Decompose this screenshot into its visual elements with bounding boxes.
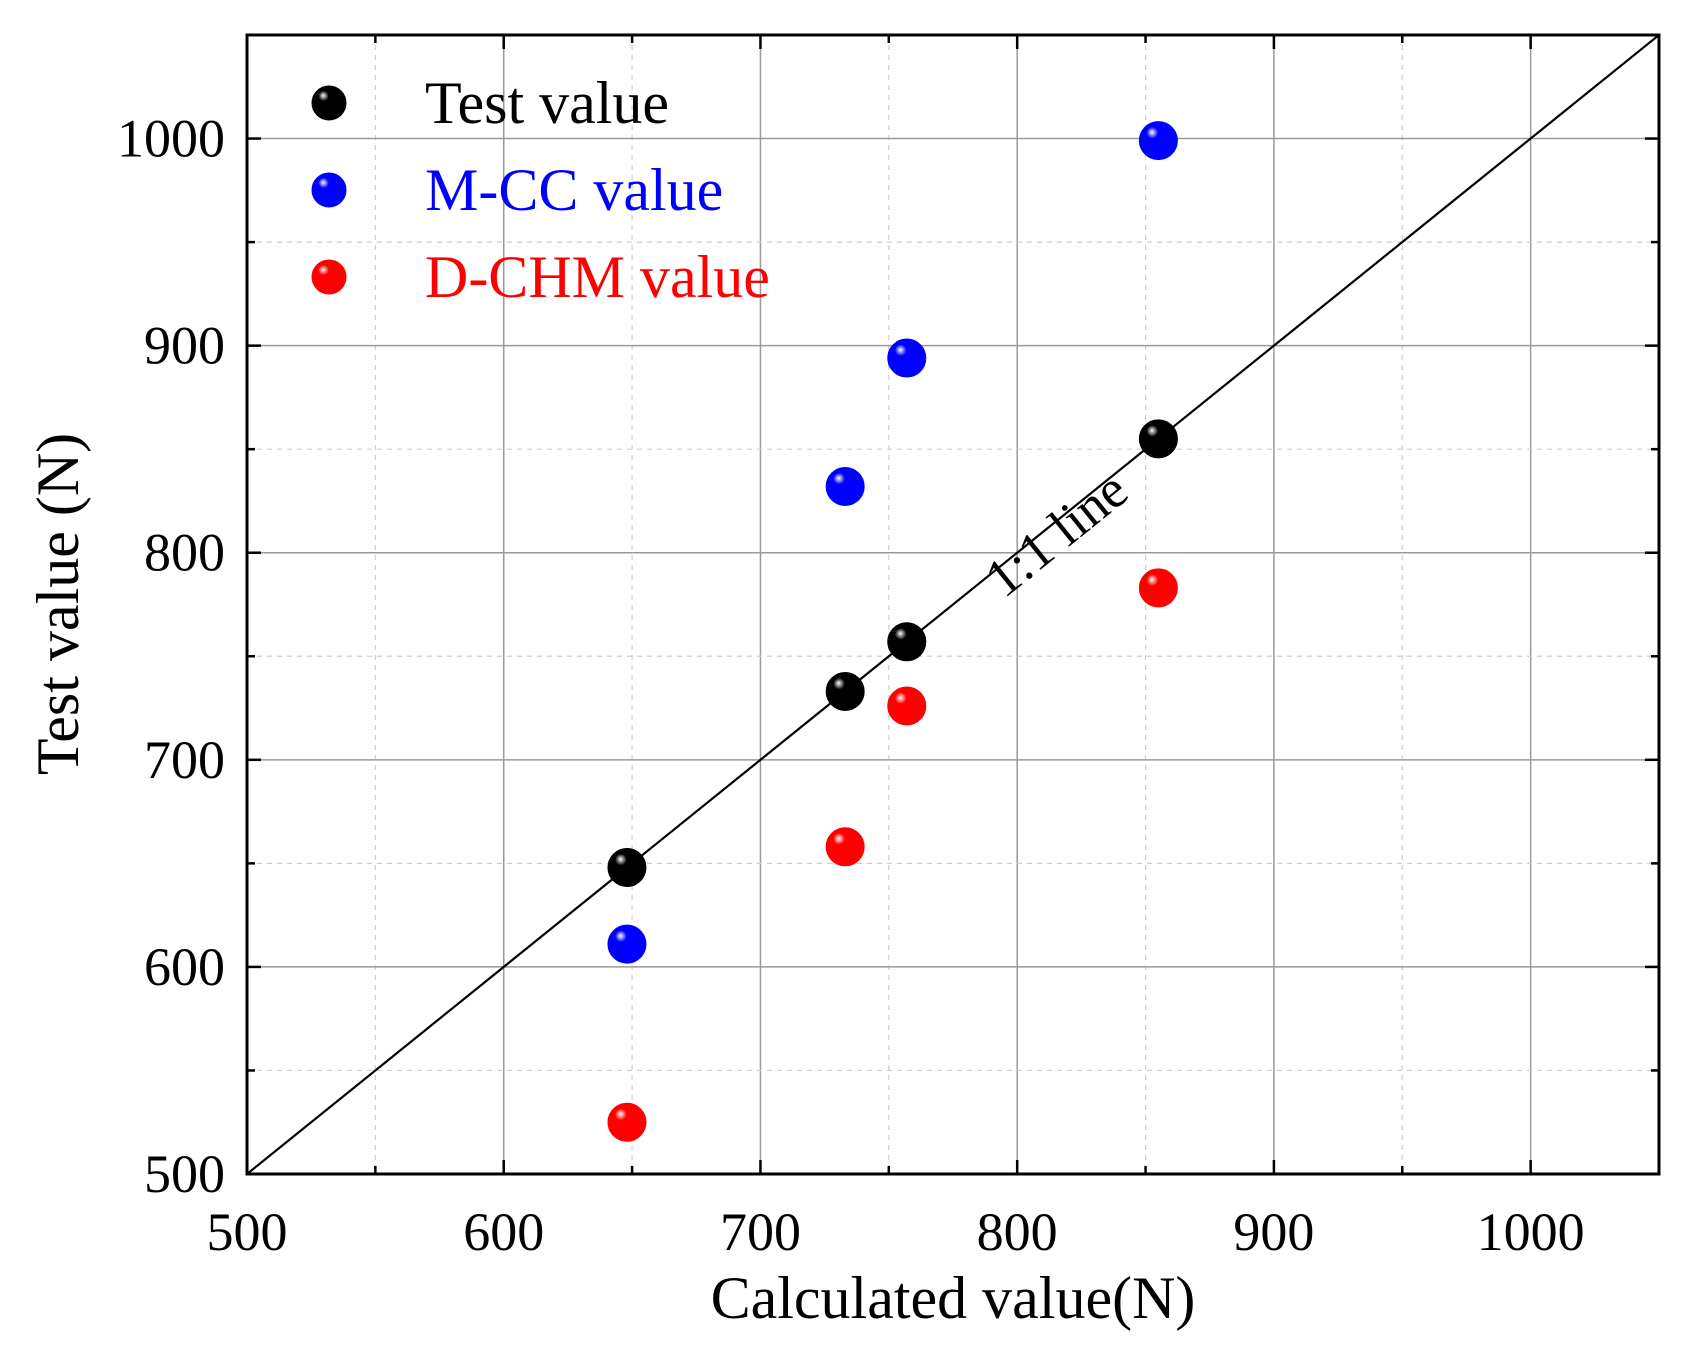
d-chm-value-point — [887, 686, 927, 726]
d-chm-value-point — [1138, 568, 1178, 608]
y-tick-label: 500 — [144, 1144, 225, 1204]
m-cc-value-point — [607, 924, 647, 964]
one-to-one-line — [247, 35, 1659, 1174]
legend: Test value M-CC value D-CHM value — [311, 70, 770, 310]
x-tick-label: 500 — [207, 1202, 288, 1262]
x-tick-label: 600 — [463, 1202, 544, 1262]
test-value-point — [887, 622, 927, 662]
y-tick-label: 700 — [144, 730, 225, 790]
x-tick-label: 800 — [977, 1202, 1058, 1262]
data-points — [607, 121, 1178, 1142]
y-tick-label: 800 — [144, 523, 225, 583]
test-value-point — [607, 848, 647, 888]
axis-ticks — [245, 33, 1661, 1176]
d-chm-value-point — [607, 1102, 647, 1142]
test-value-point — [1138, 419, 1178, 459]
legend-label-test-value: Test value — [425, 70, 669, 136]
grid-lines — [247, 35, 1659, 1174]
legend-marker-test-value — [311, 85, 347, 121]
m-cc-value-point — [887, 338, 927, 378]
reference-line-group — [247, 35, 1659, 1174]
x-tick-label: 700 — [720, 1202, 801, 1262]
legend-marker-m-cc-value — [311, 172, 347, 208]
test-value-point — [825, 671, 865, 711]
legend-label-d-chm-value: D-CHM value — [425, 244, 770, 310]
legend-label-m-cc-value: M-CC value — [425, 157, 723, 223]
y-tick-labels: 500 600 700 800 900 1000 — [117, 109, 225, 1204]
y-tick-label: 1000 — [117, 109, 225, 169]
y-tick-label: 900 — [144, 316, 225, 376]
plot-frame — [245, 33, 1661, 1176]
legend-marker-d-chm-value — [311, 259, 347, 295]
m-cc-value-point — [825, 466, 865, 506]
y-tick-label: 600 — [144, 937, 225, 997]
y-axis-title: Test value (N) — [25, 433, 91, 775]
x-tick-label: 900 — [1233, 1202, 1314, 1262]
x-axis-title: Calculated value(N) — [711, 1265, 1196, 1331]
x-tick-label: 1000 — [1477, 1202, 1585, 1262]
x-tick-labels: 500 600 700 800 900 1000 — [207, 1202, 1585, 1262]
d-chm-value-point — [825, 827, 865, 867]
m-cc-value-point — [1138, 121, 1178, 161]
